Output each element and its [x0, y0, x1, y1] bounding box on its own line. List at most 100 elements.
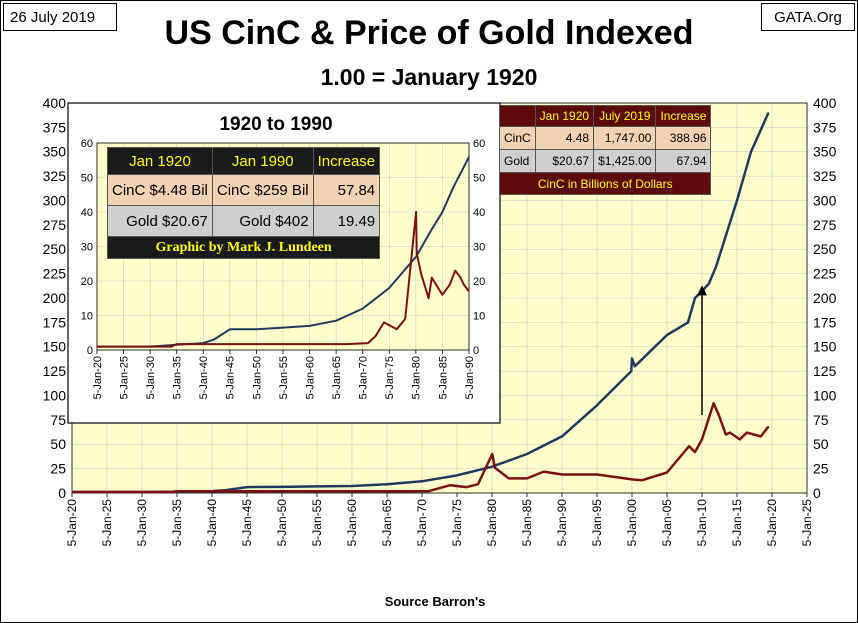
main-data-point-cinc: [526, 453, 528, 455]
inset-table-cell: CinC $4.48 Bil: [107, 174, 213, 206]
inset-x-tick-label: 5-Jan-60: [304, 356, 316, 399]
main-x-tick-label: 5-Jan-10: [695, 499, 709, 547]
main-data-point-gold: [543, 471, 545, 473]
main-data-point-cinc: [736, 199, 738, 202]
summary-table-header-cell: July 2019: [593, 105, 657, 127]
inset-data-point-cinc: [415, 256, 417, 258]
inset-y-tick-label-right: 50: [473, 172, 485, 184]
summary-table-note: CinC in Billions of Dollars: [498, 172, 712, 195]
site-label: GATA.Org: [761, 3, 855, 31]
main-y-tick-label-right: 50: [813, 436, 829, 452]
main-y-tick-label-right: 125: [813, 363, 837, 379]
inset-data-point-gold: [441, 294, 443, 296]
main-data-point-gold: [725, 433, 727, 436]
inset-table-cell: 57.84: [312, 174, 381, 206]
inset-x-tick-label: 5-Jan-30: [145, 356, 157, 399]
inset-data-point-cinc: [213, 339, 215, 341]
inset-table-credit: Graphic by Mark J. Lundeen: [106, 236, 381, 259]
inset-data-point-gold: [383, 321, 385, 323]
inset-data-point-gold: [449, 283, 451, 285]
summary-table-cell: 4.48: [534, 126, 595, 150]
inset-series-line-gold: [97, 211, 470, 348]
main-x-tick-label: 5-Jan-90: [555, 499, 569, 547]
main-y-tick-label-right: 300: [813, 192, 837, 208]
inset-table-header-cell: Increase: [312, 147, 381, 175]
main-data-point-cinc: [715, 266, 717, 268]
inset-data-point-gold: [404, 318, 406, 320]
main-data-point-gold: [729, 432, 731, 434]
main-x-tick-label: 5-Jan-85: [520, 499, 534, 547]
main-y-tick-label-left: 350: [43, 144, 67, 160]
summary-table-cell: CinC: [499, 126, 536, 150]
main-data-point-gold: [449, 484, 451, 486]
main-data-point-gold: [428, 490, 430, 492]
summary-table-cell: 1,747.00: [593, 126, 657, 150]
main-y-tick-label-left: 125: [43, 363, 67, 379]
main-data-point-gold: [688, 445, 690, 447]
main-y-tick-label-right: 325: [813, 168, 837, 184]
main-y-tick-label-right: 175: [813, 314, 837, 330]
main-data-point-gold: [491, 453, 493, 455]
inset-data-point-cinc: [362, 308, 364, 310]
main-data-point-cinc: [687, 321, 689, 323]
inset-x-tick-label: 5-Jan-80: [411, 356, 423, 399]
main-x-tick-label: 5-Jan-70: [415, 499, 429, 547]
inset-table-header-cell: Jan 1920: [107, 147, 213, 175]
main-data-point-gold: [400, 490, 402, 492]
inset-title: 1920 to 1990: [219, 114, 332, 135]
inset-x-tick-label: 5-Jan-65: [331, 356, 343, 399]
inset-data-point-gold: [428, 297, 430, 299]
inset-y-tick-label-left: 60: [81, 138, 93, 150]
main-data-point-gold: [477, 483, 479, 485]
date-label: 26 July 2019: [3, 3, 117, 31]
inset-data-point-gold: [367, 342, 369, 344]
main-y-tick-label-right: 25: [813, 461, 829, 477]
main-data-point-cinc: [596, 404, 598, 406]
main-y-tick-label-right: 275: [813, 217, 837, 233]
inset-y-tick-label-right: 40: [473, 207, 485, 219]
main-data-point-gold: [596, 473, 598, 476]
chart-title: US CinC & Price of Gold Indexed: [164, 14, 694, 52]
x-axis-label: Source Barron's: [384, 594, 486, 609]
inset-data-point-cinc: [335, 320, 337, 322]
main-data-point-gold: [71, 491, 73, 493]
main-x-tick-label: 5-Jan-05: [660, 499, 674, 547]
main-x-tick-label: 5-Jan-95: [590, 499, 604, 547]
inset-data-point-gold: [176, 343, 178, 345]
main-y-tick-label-right: 0: [813, 485, 821, 501]
main-data-point-gold: [767, 426, 770, 428]
main-y-tick-label-right: 150: [813, 339, 837, 355]
inset-x-tick-label: 5-Jan-45: [225, 356, 237, 399]
main-x-tick-label: 5-Jan-50: [275, 499, 289, 547]
main-y-tick-label-left: 175: [43, 314, 67, 330]
inset-y-tick-label-right: 30: [473, 241, 485, 253]
main-x-tick-label: 5-Jan-35: [170, 499, 184, 547]
inset-data-point-gold: [346, 343, 348, 345]
main-y-tick-label-left: 225: [43, 266, 67, 282]
main-data-point-gold: [701, 438, 703, 440]
main-y-tick-label-right: 400: [813, 95, 837, 111]
inset-y-tick-label-right: 60: [473, 138, 485, 150]
inset-table-header-cell: Jan 1990: [211, 147, 314, 175]
inset-y-tick-label-left: 30: [81, 241, 93, 253]
main-data-point-cinc: [634, 365, 636, 367]
inset-data-point-cinc: [229, 328, 231, 330]
inset-data-point-gold: [468, 290, 470, 292]
inset-y-tick-label-right: 20: [473, 276, 485, 288]
main-data-point-cinc: [386, 483, 388, 485]
inset-x-tick-label: 5-Jan-25: [118, 356, 130, 399]
main-data-point-cinc: [561, 435, 563, 437]
inset-y-tick-label-right: 0: [473, 345, 479, 357]
inset-x-tick-label: 5-Jan-50: [251, 356, 263, 399]
main-data-point-cinc: [456, 474, 458, 476]
main-y-tick-label-left: 200: [43, 290, 67, 306]
main-y-tick-label-left: 275: [43, 217, 67, 233]
main-data-point-cinc: [750, 151, 752, 153]
arrow-head: [697, 285, 707, 296]
main-y-tick-label-left: 325: [43, 168, 67, 184]
inset-x-tick-label: 5-Jan-75: [384, 356, 396, 399]
main-data-point-cinc: [491, 466, 493, 468]
inset-table-cell: Gold $402: [211, 205, 314, 237]
main-data-point-gold: [561, 473, 563, 476]
